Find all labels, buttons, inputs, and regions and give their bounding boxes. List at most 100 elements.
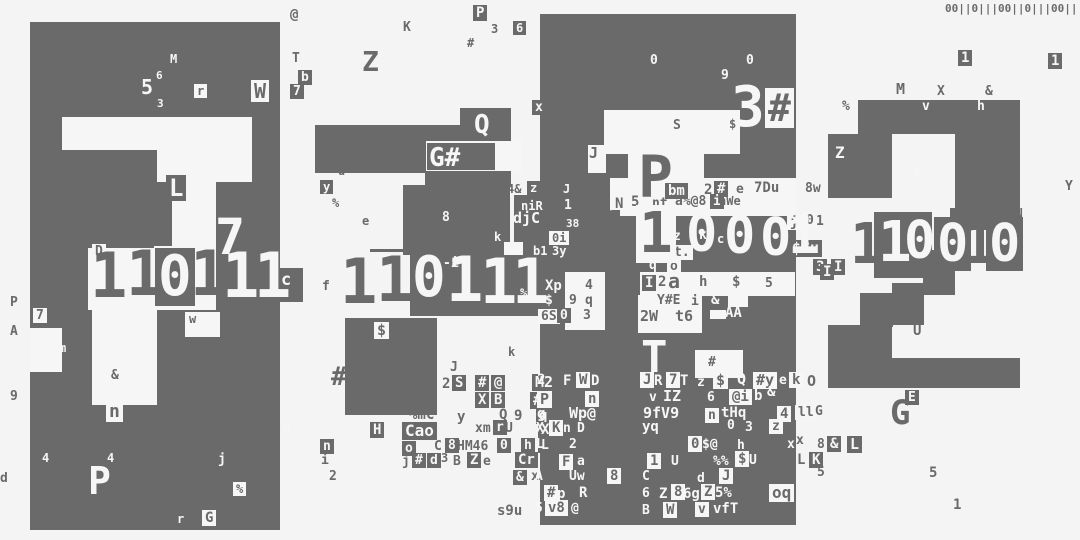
cutout-rect bbox=[92, 308, 157, 405]
noise-char: & bbox=[111, 368, 119, 383]
noise-char: Z bbox=[659, 486, 668, 502]
noise-char: L bbox=[536, 437, 544, 452]
noise-char: IZ bbox=[663, 387, 682, 405]
noise-char: 4& bbox=[507, 182, 522, 196]
noise-char: F bbox=[559, 454, 574, 470]
noise-char: Xp bbox=[545, 278, 562, 294]
noise-char: K bbox=[549, 420, 564, 436]
noise-char: J bbox=[640, 372, 655, 388]
noise-char: 5 bbox=[141, 75, 154, 99]
noise-char: 3 bbox=[157, 97, 164, 110]
noise-char: b1 bbox=[533, 244, 548, 258]
noise-char: R bbox=[579, 485, 588, 501]
noise-char: 9 bbox=[721, 68, 729, 83]
noise-char: i bbox=[691, 294, 699, 309]
noise-char: z bbox=[673, 229, 681, 244]
noise-char: D bbox=[92, 244, 106, 259]
cutout-rect bbox=[62, 117, 252, 150]
big-digit: 1 bbox=[446, 243, 484, 316]
noise-char: %mC bbox=[409, 407, 435, 423]
noise-char: 6 bbox=[642, 486, 650, 501]
big-digit: 1 bbox=[598, 200, 632, 265]
noise-char: k bbox=[508, 345, 516, 359]
big-digit: 7 bbox=[215, 208, 246, 266]
noise-char: 3 bbox=[441, 451, 449, 465]
blob-rect bbox=[370, 249, 430, 252]
noise-char: 9 bbox=[514, 408, 523, 424]
noise-char: e bbox=[736, 182, 744, 197]
big-digit: 1 bbox=[340, 245, 378, 318]
noise-char: $ bbox=[735, 451, 750, 467]
noise-char: 8 bbox=[607, 468, 622, 484]
noise-char: x bbox=[796, 433, 804, 448]
noise-char: j bbox=[427, 393, 436, 409]
noise-char: P bbox=[537, 391, 553, 408]
noise-char: J bbox=[563, 182, 571, 196]
noise-char: h bbox=[977, 99, 985, 114]
noise-char: a%@8 bbox=[675, 194, 707, 209]
noise-char: K bbox=[809, 452, 824, 468]
big-digit: 0 bbox=[934, 217, 972, 271]
cutout-rect bbox=[565, 272, 605, 330]
noise-char: 8 bbox=[817, 437, 825, 452]
noise-char: L bbox=[797, 452, 806, 468]
noise-char: y bbox=[457, 409, 466, 425]
noise-char: U bbox=[749, 453, 757, 468]
noise-char: n bbox=[705, 408, 719, 423]
noise-char: bm bbox=[665, 183, 688, 199]
noise-char: L bbox=[538, 438, 552, 453]
noise-char: j bbox=[218, 452, 226, 467]
noise-char: $ bbox=[729, 117, 737, 131]
big-digit: 1 bbox=[850, 212, 884, 277]
blob-rect bbox=[460, 108, 511, 128]
noise-char: i bbox=[321, 453, 329, 468]
noise-char: 0 bbox=[746, 53, 754, 68]
noise-char: djC bbox=[513, 209, 541, 227]
noise-char: v8 bbox=[545, 500, 568, 516]
noise-char: v bbox=[922, 99, 930, 114]
noise-char: q bbox=[585, 293, 593, 308]
noise-char: 7 bbox=[292, 261, 298, 271]
noise-char: M bbox=[170, 52, 178, 66]
noise-char: k bbox=[699, 228, 707, 243]
noise-char: xA bbox=[531, 469, 547, 484]
noise-char: & bbox=[985, 84, 993, 99]
cutout-rect bbox=[588, 145, 606, 173]
noise-char: f bbox=[322, 279, 330, 294]
noise-char: 1 bbox=[1048, 53, 1063, 69]
blob-rect bbox=[892, 358, 1020, 388]
noise-char: y bbox=[320, 180, 334, 194]
cutout-rect bbox=[710, 310, 726, 319]
noise-char: 6S bbox=[538, 309, 560, 324]
noise-char: # bbox=[765, 88, 794, 128]
noise-char: A bbox=[535, 469, 543, 484]
noise-char: X bbox=[937, 84, 945, 99]
noise-char: 8w bbox=[805, 181, 821, 196]
noise-char: 0 bbox=[557, 308, 571, 323]
noise-char: p bbox=[557, 486, 566, 502]
noise-char: Q bbox=[737, 370, 747, 388]
noise-char: 5 bbox=[817, 465, 825, 480]
noise-char: Z bbox=[835, 143, 845, 162]
noise-char: $ bbox=[545, 293, 553, 308]
noise-char: S bbox=[452, 375, 467, 391]
noise-char: X bbox=[536, 421, 544, 436]
cutout-rect bbox=[185, 312, 220, 337]
noise-char: nWe bbox=[719, 194, 741, 208]
noise-char: W bbox=[576, 372, 591, 388]
noise-char: B bbox=[491, 392, 506, 408]
big-digit: 1 bbox=[254, 239, 292, 312]
noise-char: q bbox=[649, 258, 657, 273]
noise-char: z bbox=[527, 181, 541, 195]
blob-rect bbox=[403, 219, 491, 222]
cutout-rect bbox=[30, 328, 62, 372]
noise-char: r bbox=[194, 84, 208, 98]
noise-char: u bbox=[338, 164, 346, 178]
noise-char: tHq bbox=[721, 405, 747, 421]
noise-char: e bbox=[483, 454, 491, 469]
noise-char: J bbox=[450, 360, 458, 375]
tile-rect bbox=[427, 143, 495, 170]
noise-char: h bbox=[521, 438, 535, 453]
noise-char: L bbox=[847, 436, 863, 453]
